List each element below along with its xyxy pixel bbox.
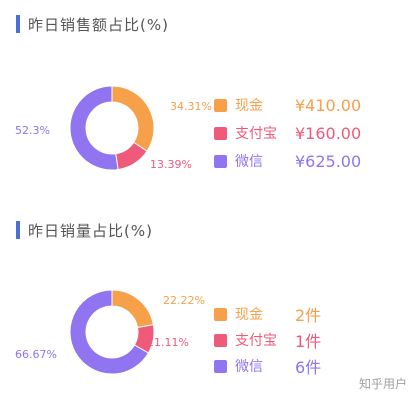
legend-value: 2件: [295, 306, 322, 325]
legend-name: 支付宝: [235, 126, 277, 142]
title-accent-bar: [16, 221, 20, 239]
legend-value: ¥410.00: [295, 95, 362, 115]
legend-item: 微信 6件: [214, 354, 321, 378]
legend-value: ¥160.00: [295, 123, 362, 143]
legend-name: 现金: [235, 98, 263, 114]
legend-name: 微信: [235, 359, 263, 375]
percent-label-1: 11.11%: [147, 336, 189, 349]
legend-item: 微信 ¥625.00: [214, 151, 361, 171]
legend-value: 6件: [295, 358, 322, 377]
donut-slice-0: [111, 85, 155, 152]
sales-amount-section: 昨日销售额占比(%) 34.31% 13.39% 52.3% 现金 ¥410.00 支付…: [15, 14, 361, 171]
legend-value: ¥625.00: [295, 151, 362, 171]
donut-slice-2: [69, 85, 119, 171]
legend-swatch: [214, 126, 227, 140]
legend-item: 现金 2件: [214, 302, 321, 326]
sales-volume-title-row: 昨日销量占比(%): [16, 220, 153, 240]
legend-name: 微信: [235, 154, 263, 170]
legend-swatch: [214, 154, 227, 168]
legend-item: 支付宝 ¥160.00: [214, 123, 361, 143]
legend-item: 现金 ¥410.00: [214, 95, 361, 115]
legend-swatch: [214, 359, 227, 373]
sales-amount-donut-chart: [69, 85, 155, 171]
donut-slice-0: [111, 289, 154, 329]
legend-swatch: [214, 307, 227, 321]
percent-label-0: 34.31%: [170, 100, 212, 113]
donut-slice-2: [69, 289, 150, 375]
percent-label-2: 52.3%: [15, 124, 50, 137]
sales-amount-title-row: 昨日销售额占比(%): [16, 14, 169, 34]
sales-volume-section: 昨日销量占比(%) 22.22% 11.11% 66.67% 现金 2件支付宝 1件微信…: [0, 210, 419, 400]
watermark-text: 知乎用户: [358, 377, 407, 391]
sales-volume-donut-chart: [69, 289, 155, 375]
legend-name: 现金: [235, 307, 263, 323]
sales-volume-title: 昨日销量占比(%): [28, 221, 153, 240]
percent-label-2: 66.67%: [15, 348, 57, 361]
percent-label-0: 22.22%: [163, 294, 205, 307]
title-accent-bar: [16, 15, 20, 33]
legend-item: 支付宝 1件: [214, 328, 321, 352]
sales-amount-title: 昨日销售额占比(%): [28, 15, 169, 34]
legend-value: 1件: [295, 332, 322, 351]
percent-label-1: 13.39%: [150, 158, 192, 171]
legend-name: 支付宝: [235, 333, 277, 349]
legend-swatch: [214, 98, 227, 112]
legend-swatch: [214, 333, 227, 347]
